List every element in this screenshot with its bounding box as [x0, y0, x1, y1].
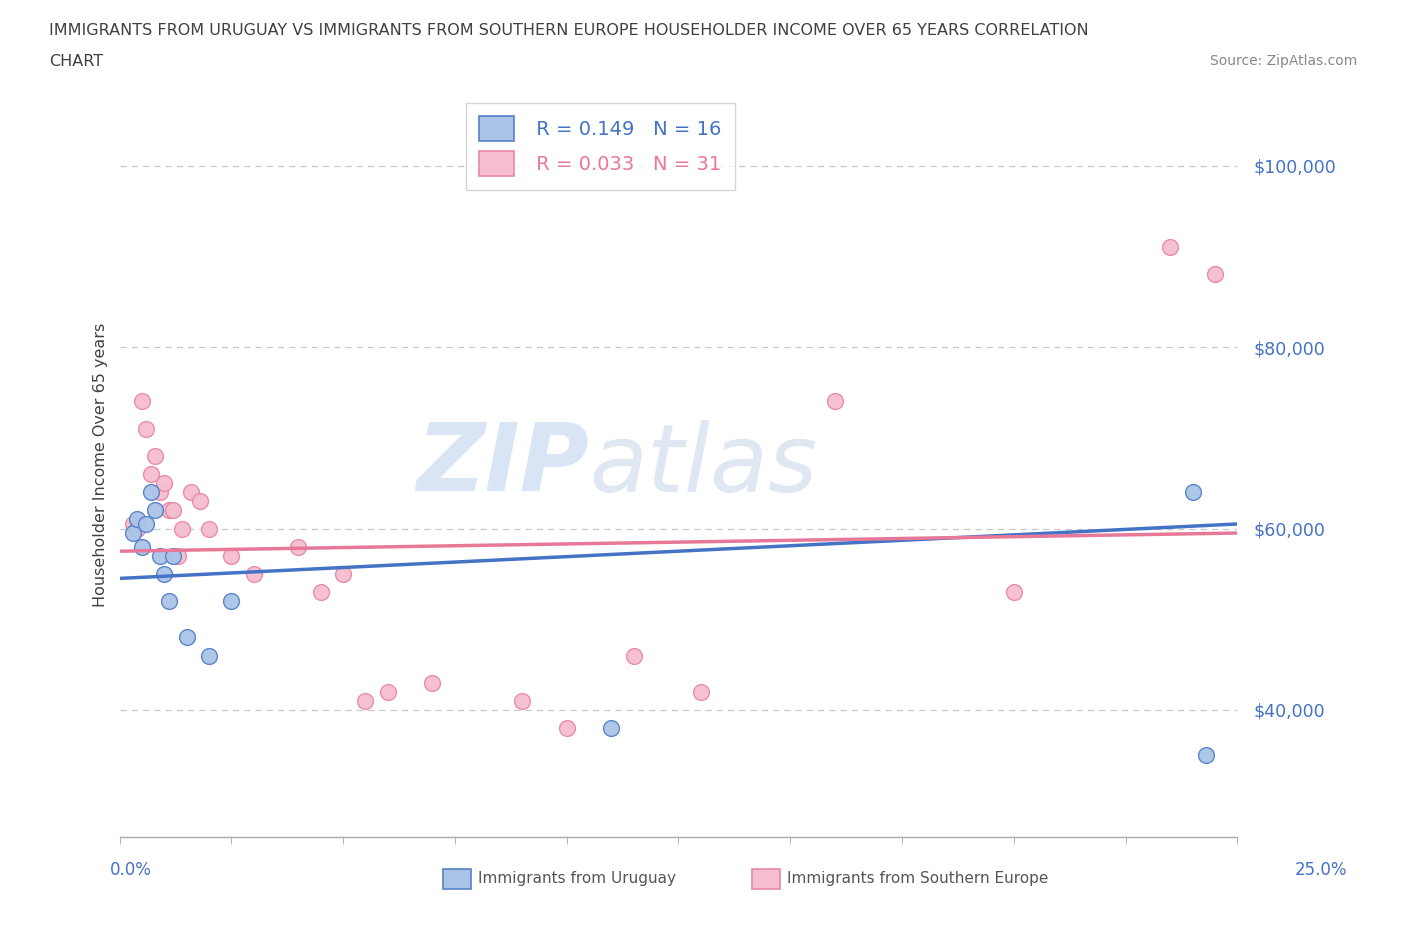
Point — [157, 503, 180, 518]
Point — [1159, 240, 1181, 255]
Point — [510, 694, 533, 709]
Point — [188, 494, 211, 509]
Point — [1195, 748, 1218, 763]
Point — [623, 648, 645, 663]
Text: IMMIGRANTS FROM URUGUAY VS IMMIGRANTS FROM SOUTHERN EUROPE HOUSEHOLDER INCOME OV: IMMIGRANTS FROM URUGUAY VS IMMIGRANTS FR… — [49, 23, 1088, 38]
Point — [600, 721, 623, 736]
Point — [287, 539, 309, 554]
Point — [377, 684, 399, 699]
Point — [122, 525, 145, 540]
Point — [122, 516, 145, 531]
Point — [153, 476, 176, 491]
Point — [1002, 585, 1025, 600]
FancyBboxPatch shape — [752, 869, 780, 889]
Point — [131, 539, 153, 554]
Point — [143, 503, 166, 518]
Point — [149, 549, 172, 564]
Point — [219, 549, 243, 564]
Text: 0.0%: 0.0% — [110, 860, 152, 879]
Point — [162, 549, 184, 564]
Text: atlas: atlas — [589, 419, 817, 511]
Text: ZIP: ZIP — [416, 419, 589, 511]
Y-axis label: Householder Income Over 65 years: Householder Income Over 65 years — [93, 323, 108, 607]
Point — [180, 485, 202, 499]
Point — [149, 485, 172, 499]
Text: Immigrants from Southern Europe: Immigrants from Southern Europe — [787, 871, 1049, 886]
Point — [332, 566, 354, 581]
Point — [354, 694, 377, 709]
Point — [166, 549, 188, 564]
Text: CHART: CHART — [49, 54, 103, 69]
Point — [139, 485, 162, 499]
Point — [139, 467, 162, 482]
Point — [135, 516, 157, 531]
Point — [219, 593, 243, 608]
Point — [1204, 267, 1226, 282]
Text: 25.0%: 25.0% — [1295, 860, 1347, 879]
Point — [824, 394, 846, 409]
Text: Immigrants from Uruguay: Immigrants from Uruguay — [478, 871, 676, 886]
Text: Source: ZipAtlas.com: Source: ZipAtlas.com — [1209, 54, 1357, 68]
Point — [309, 585, 332, 600]
Point — [162, 503, 184, 518]
Point — [153, 566, 176, 581]
Point — [172, 521, 194, 536]
Point — [176, 630, 198, 644]
Point — [1181, 485, 1204, 499]
Point — [127, 521, 149, 536]
Point — [242, 566, 264, 581]
Point — [131, 394, 153, 409]
Point — [198, 648, 221, 663]
Point — [555, 721, 578, 736]
Point — [157, 593, 180, 608]
Point — [135, 421, 157, 436]
Point — [143, 448, 166, 463]
FancyBboxPatch shape — [443, 869, 471, 889]
Point — [198, 521, 221, 536]
Legend:  R = 0.149   N = 16,  R = 0.033   N = 31: R = 0.149 N = 16, R = 0.033 N = 31 — [465, 102, 735, 190]
Point — [689, 684, 711, 699]
Point — [127, 512, 149, 527]
Point — [422, 675, 444, 690]
